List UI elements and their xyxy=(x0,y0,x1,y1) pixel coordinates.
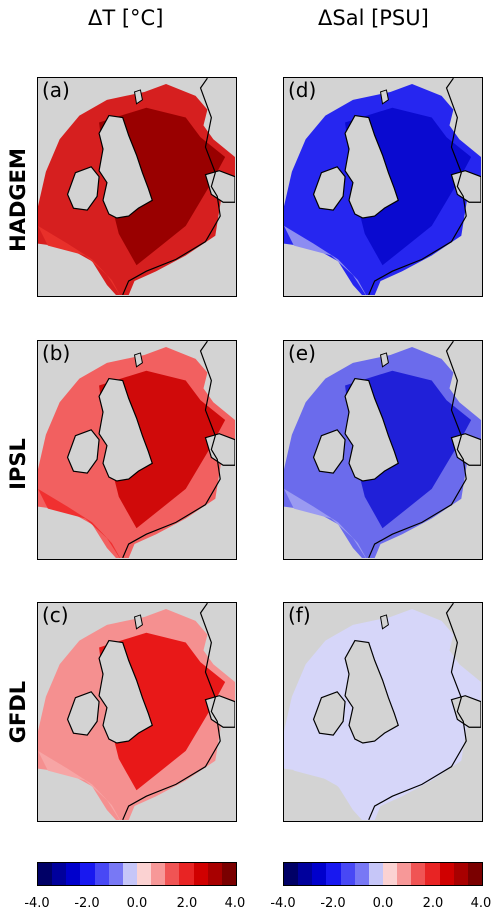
colorbar-tick: 0.0 xyxy=(372,896,394,911)
colorbar-segment xyxy=(122,863,137,885)
colorbar-segment xyxy=(354,863,369,885)
coastline xyxy=(368,78,467,295)
colorbar-segment xyxy=(284,863,299,885)
colorbar-segment xyxy=(66,863,81,885)
map-svg xyxy=(38,341,235,558)
colorbar-segment xyxy=(80,863,95,885)
colorbar-salinity xyxy=(283,862,483,886)
landmass-ireland xyxy=(66,691,100,736)
shelf-region xyxy=(38,225,121,295)
colorbar-segment xyxy=(298,863,313,885)
colorbar-segment xyxy=(340,863,355,885)
landmass-shetland xyxy=(379,614,389,630)
colorbar-segment xyxy=(136,863,152,885)
map-panel-d: (d) xyxy=(283,77,483,297)
landmass-great-britain xyxy=(98,114,153,219)
landmass-denmark xyxy=(450,433,481,466)
colorbar-segment xyxy=(94,863,109,885)
colorbar-segment xyxy=(312,863,327,885)
landmass-ireland xyxy=(66,429,100,474)
landmass-denmark xyxy=(204,170,235,203)
map-panel-a: (a) xyxy=(37,77,237,297)
colorbar-segment xyxy=(368,863,383,885)
colorbar-tick: -4.0 xyxy=(270,896,296,911)
colorbar-segment xyxy=(425,863,440,885)
colorbar-segment xyxy=(326,863,341,885)
panel-label: (d) xyxy=(288,78,317,102)
landmass-shetland xyxy=(133,89,143,105)
colorbar-segment xyxy=(221,863,236,885)
coastline xyxy=(122,78,221,295)
colorbar-segment xyxy=(411,863,426,885)
landmass-denmark xyxy=(450,170,481,203)
colorbar-segment xyxy=(108,863,123,885)
colorbar-segment xyxy=(52,863,67,885)
panel-label: (b) xyxy=(42,341,71,365)
panel-label: (f) xyxy=(288,603,311,627)
colorbar-tick: 4.0 xyxy=(470,896,492,911)
landmass-denmark xyxy=(204,695,235,728)
row-label-gfdl: GFDL xyxy=(6,680,30,744)
colorbar-tick: 2.0 xyxy=(422,896,444,911)
colorbar-segment xyxy=(467,863,482,885)
coastline xyxy=(122,603,221,820)
map-panel-c: (c) xyxy=(37,602,237,822)
colorbar-tick: 2.0 xyxy=(176,896,198,911)
colorbar-tick: 4.0 xyxy=(224,896,246,911)
shelf-region xyxy=(38,488,121,558)
map-svg xyxy=(38,78,235,295)
landmass-denmark xyxy=(450,695,481,728)
colorbar-segment xyxy=(151,863,166,885)
column-title-temperature: ΔT [°C] xyxy=(88,6,164,30)
colorbar-segment xyxy=(397,863,412,885)
colorbar-tick: -2.0 xyxy=(74,896,100,911)
colorbar-segment xyxy=(207,863,222,885)
colorbar-tick: -4.0 xyxy=(24,896,50,911)
colorbar-tick: 0.0 xyxy=(126,896,148,911)
column-title-salinity: ΔSal [PSU] xyxy=(318,6,429,30)
landmass-ireland xyxy=(312,691,346,736)
map-panel-b: (b) xyxy=(37,340,237,560)
landmass-great-britain xyxy=(98,639,153,744)
panel-label: (c) xyxy=(42,603,69,627)
map-svg xyxy=(284,603,481,820)
landmass-great-britain xyxy=(344,639,399,744)
shelf-region xyxy=(284,750,367,820)
landmass-ireland xyxy=(66,166,100,211)
colorbar-segment xyxy=(439,863,454,885)
map-svg xyxy=(38,603,235,820)
coastline xyxy=(122,341,221,558)
map-panel-e: (e) xyxy=(283,340,483,560)
map-svg xyxy=(284,341,481,558)
panel-label: (e) xyxy=(288,341,316,365)
colorbar-segment xyxy=(179,863,194,885)
landmass-denmark xyxy=(204,433,235,466)
coastline xyxy=(368,341,467,558)
landmass-great-britain xyxy=(344,114,399,219)
colorbar-tick: -2.0 xyxy=(320,896,346,911)
landmass-shetland xyxy=(133,352,143,368)
colorbar-segment xyxy=(382,863,398,885)
shelf-region xyxy=(284,225,367,295)
shelf-region xyxy=(284,488,367,558)
colorbar-temperature xyxy=(37,862,237,886)
landmass-shetland xyxy=(133,614,143,630)
row-label-hadgem: HADGEM xyxy=(6,148,30,252)
landmass-great-britain xyxy=(98,377,153,482)
colorbar-segment xyxy=(38,863,53,885)
map-svg xyxy=(284,78,481,295)
colorbar-segment xyxy=(193,863,208,885)
shelf-region xyxy=(38,750,121,820)
panel-label: (a) xyxy=(42,78,70,102)
landmass-shetland xyxy=(379,89,389,105)
landmass-shetland xyxy=(379,352,389,368)
map-panel-f: (f) xyxy=(283,602,483,822)
landmass-great-britain xyxy=(344,377,399,482)
landmass-ireland xyxy=(312,166,346,211)
landmass-ireland xyxy=(312,429,346,474)
row-label-ipsl: IPSL xyxy=(6,438,30,490)
colorbar-segment xyxy=(453,863,468,885)
colorbar-segment xyxy=(165,863,180,885)
coastline xyxy=(368,603,467,820)
